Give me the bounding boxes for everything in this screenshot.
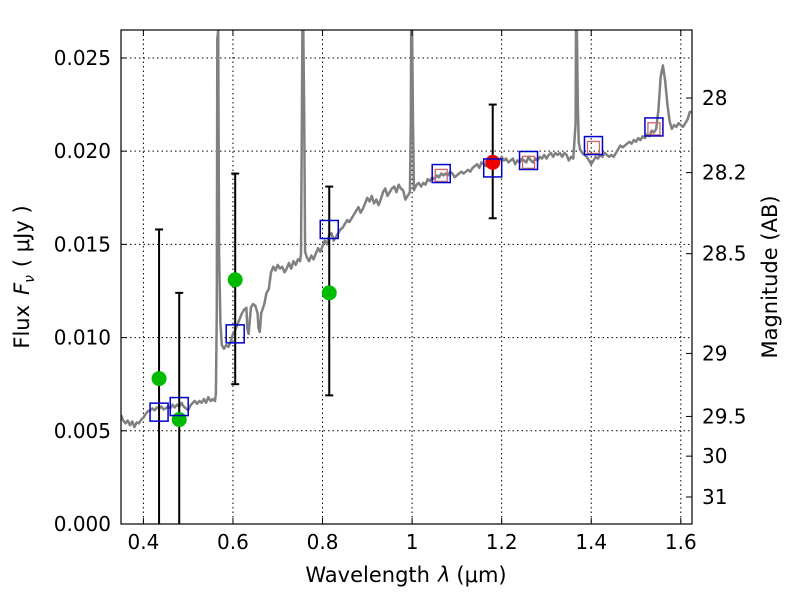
y-tick-label: 0.025 bbox=[54, 46, 111, 70]
y-tick-label: 0.000 bbox=[54, 512, 111, 536]
y2-tick-label: 28.5 bbox=[702, 242, 747, 266]
x-tick-label: 0.4 bbox=[127, 530, 159, 554]
plot-frame bbox=[120, 29, 693, 525]
grid bbox=[121, 30, 692, 524]
model-square bbox=[319, 219, 339, 240]
x-tick-label: 1.4 bbox=[575, 530, 607, 554]
y-tick-label: 0.020 bbox=[54, 139, 111, 163]
nir-model-square bbox=[647, 122, 661, 136]
y2-tick-label: 29 bbox=[702, 341, 727, 365]
nir-model-square bbox=[586, 140, 601, 155]
x-tick-label: 1.6 bbox=[665, 530, 697, 554]
model-square bbox=[644, 117, 664, 137]
model-square bbox=[583, 135, 604, 156]
model-square bbox=[431, 163, 451, 184]
y-tick-label: 0.015 bbox=[54, 232, 111, 256]
model-square bbox=[169, 396, 189, 417]
plot-area bbox=[121, 30, 692, 524]
model-square bbox=[482, 158, 503, 178]
observed-point bbox=[151, 371, 167, 387]
observed-point bbox=[321, 285, 337, 301]
y2-tick-label: 31 bbox=[702, 485, 727, 509]
y2-tick-label: 30 bbox=[702, 444, 727, 468]
axes: 0.4 0.6 0.8 1 1.2 1.4 1.6 0.000 0.005 0.010 0.015 0… bbox=[54, 30, 747, 554]
x-tick-label: 1.2 bbox=[486, 530, 518, 554]
observed-point bbox=[171, 412, 187, 428]
x-axis-label: Wavelength λ (μm) bbox=[305, 563, 506, 587]
model-square bbox=[149, 402, 169, 422]
model-square bbox=[225, 324, 245, 344]
y-tick-label: 0.010 bbox=[54, 326, 111, 350]
y2-tick-label: 28.2 bbox=[702, 161, 747, 185]
y2-axis-label: Magnitude (AB) bbox=[758, 195, 782, 358]
x-tick-label: 0.6 bbox=[217, 530, 249, 554]
observed-point bbox=[485, 154, 501, 170]
model-square bbox=[518, 150, 539, 171]
y2-tick-label: 29.5 bbox=[702, 404, 747, 428]
nir-model-square bbox=[521, 155, 536, 170]
nir-model-square bbox=[434, 168, 448, 183]
y-axis-label: FluxFν( μJy ) bbox=[10, 205, 38, 348]
observed-point bbox=[227, 272, 243, 288]
y2-tick-label: 28 bbox=[702, 86, 727, 110]
x-tick-label: 0.8 bbox=[307, 530, 339, 554]
y-tick-label: 0.005 bbox=[54, 419, 111, 443]
x-tick-label: 1 bbox=[406, 530, 419, 554]
spectrum-line bbox=[121, 30, 692, 429]
